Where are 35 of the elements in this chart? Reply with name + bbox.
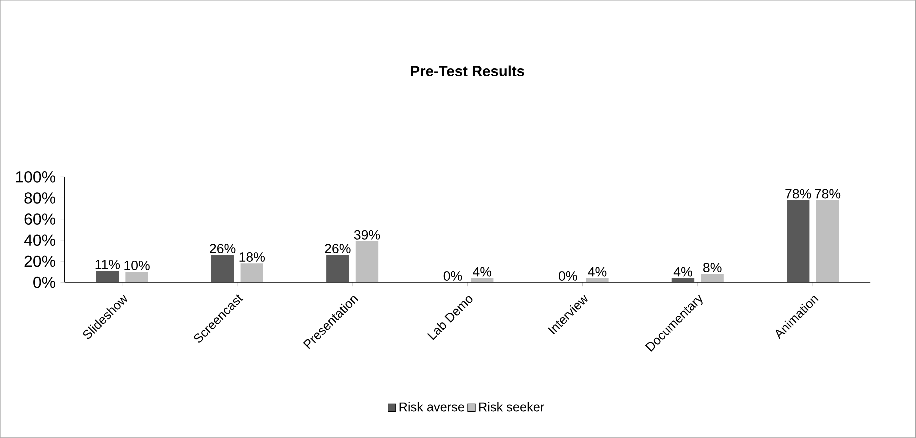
y-tick-label: 40% — [24, 234, 56, 246]
data-label: 0% — [444, 271, 462, 281]
bar — [701, 274, 724, 282]
data-label: 18% — [240, 252, 266, 262]
data-label: 11% — [96, 260, 120, 270]
data-label: 4% — [473, 267, 492, 277]
data-label: 8% — [704, 262, 722, 272]
bar — [586, 278, 609, 282]
bar — [211, 254, 234, 282]
legend-label: Risk averse — [400, 402, 464, 412]
bar — [816, 200, 840, 282]
data-label: 78% — [786, 189, 812, 199]
bar — [326, 254, 350, 282]
y-tick-label: 80% — [24, 192, 56, 204]
bar — [672, 278, 695, 282]
y-tick-label: 100% — [16, 171, 56, 183]
y-tick-label: 20% — [24, 256, 56, 267]
data-label: 10% — [124, 260, 150, 270]
y-tick-label: 0% — [34, 276, 56, 288]
bar — [356, 241, 379, 282]
legend-label: Risk seeker — [480, 402, 544, 412]
data-label: 26% — [210, 244, 236, 254]
bar — [471, 278, 494, 282]
bar — [240, 263, 264, 282]
data-label: 4% — [588, 267, 607, 277]
data-label: 78% — [815, 189, 841, 199]
chart-title: Pre-Test Results — [411, 66, 524, 76]
bar — [126, 272, 148, 282]
bar — [787, 200, 810, 282]
y-tick-label: 60% — [24, 213, 56, 225]
data-label: 0% — [559, 271, 578, 281]
data-label: 26% — [325, 244, 351, 254]
data-label: 4% — [674, 267, 692, 277]
bar — [96, 270, 120, 282]
data-label: 39% — [354, 230, 380, 240]
